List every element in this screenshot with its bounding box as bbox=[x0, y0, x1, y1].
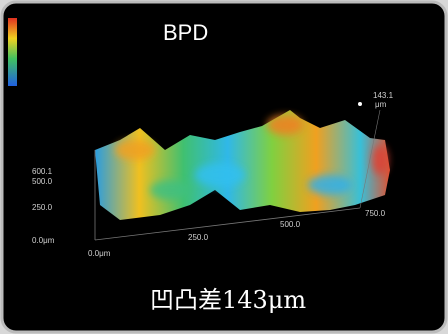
color-bar bbox=[8, 18, 17, 86]
z-tick-label: 0.0μm bbox=[32, 236, 55, 245]
x-tick-label: 500.0 bbox=[280, 220, 301, 229]
caption: 凹凸差143μm bbox=[150, 286, 306, 314]
surface-plot bbox=[94, 102, 390, 241]
peak-label: 143.1 bbox=[373, 91, 394, 100]
x-tick-label: 0.0μm bbox=[88, 249, 111, 258]
z-tick-label: 500.0 bbox=[32, 177, 53, 186]
x-tick-label: 250.0 bbox=[188, 233, 209, 242]
x-tick-label: 750.0 bbox=[365, 209, 386, 218]
z-tick-label: 250.0 bbox=[32, 203, 53, 212]
z-tick-label: 600.1 bbox=[32, 167, 53, 176]
peak-unit: μm bbox=[375, 100, 387, 109]
title: BPD bbox=[163, 20, 208, 45]
